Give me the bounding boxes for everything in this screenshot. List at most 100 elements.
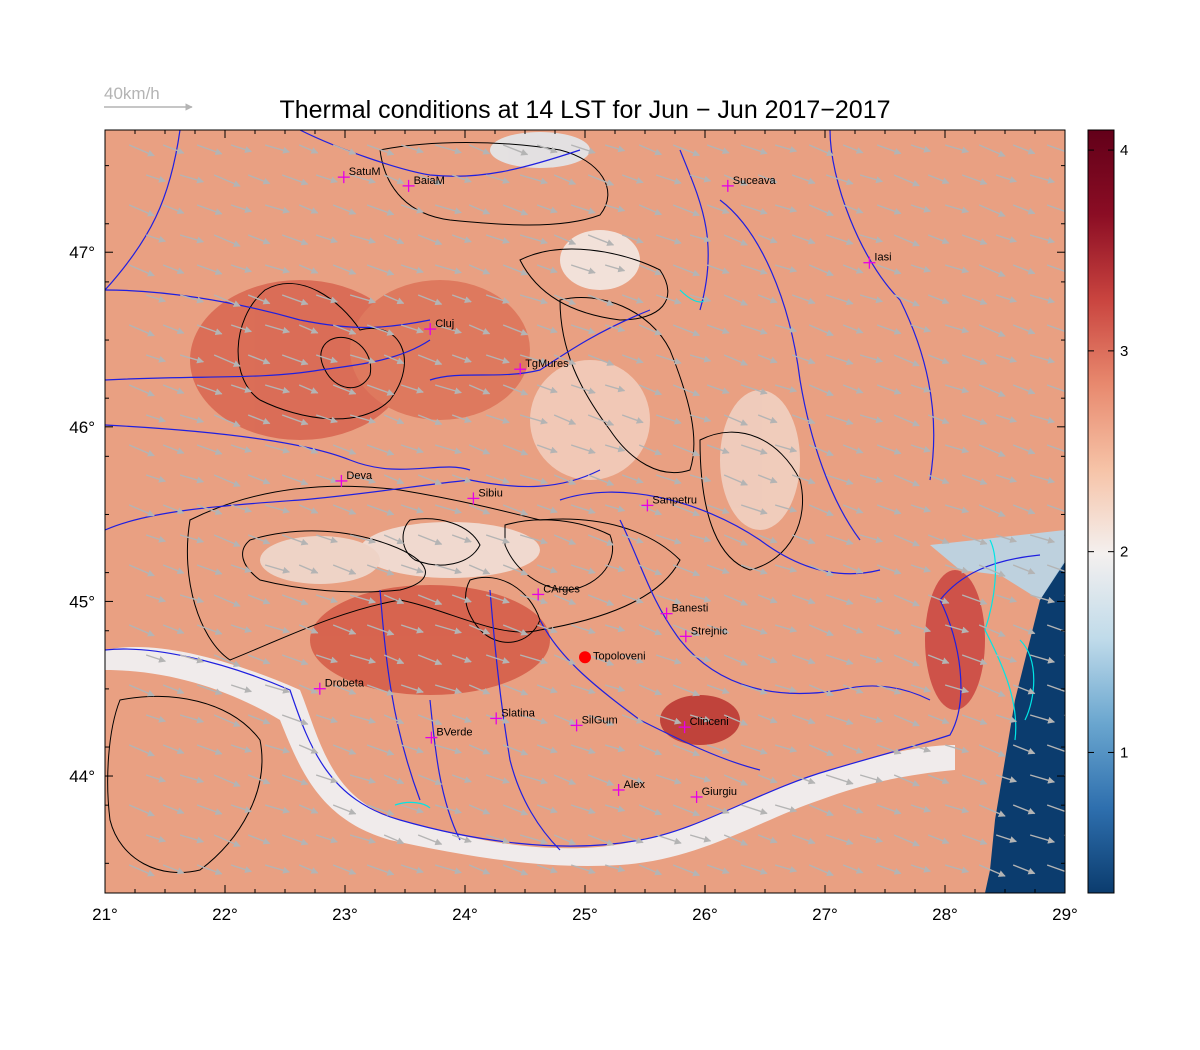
wind-arrow: [621, 594, 644, 604]
wind-arrow: [468, 264, 491, 275]
city-label: Slatina: [501, 707, 536, 719]
city-marker: Alex: [612, 779, 645, 796]
wind-arrow: [349, 774, 376, 784]
wind-arrow: [1063, 534, 1065, 537]
wind-arrow: [961, 294, 988, 306]
wind-arrow: [893, 534, 920, 547]
wind-arrow: [621, 474, 644, 484]
wind-arrow: [400, 804, 424, 814]
wind-arrow: [808, 504, 834, 517]
city-marker: Iasi: [863, 252, 892, 269]
wind-arrow: [349, 354, 376, 364]
wind-arrow: [757, 234, 778, 244]
wind-arrow: [706, 504, 730, 514]
wind-arrow: [179, 294, 205, 304]
wind-arrow: [434, 444, 462, 455]
wind-arrow: [757, 534, 778, 544]
wind-arrow: [366, 564, 395, 576]
wind-arrow: [944, 744, 970, 754]
wind-arrow: [808, 804, 834, 817]
wind-arrow: [859, 714, 884, 724]
wind-arrow: [944, 864, 970, 874]
wind-arrow: [791, 834, 816, 845]
x-tick-label: 25°: [572, 905, 598, 924]
wind-arrow: [1029, 834, 1055, 844]
wind-arrow: [638, 804, 663, 816]
wind-arrow: [774, 264, 798, 273]
wind-arrow: [349, 414, 376, 424]
wind-arrow: [145, 234, 167, 243]
wind-arrow: [672, 864, 701, 877]
wind-arrow: [638, 564, 663, 576]
wind-arrow: [978, 444, 1006, 457]
wind-arrow: [672, 204, 701, 217]
wind-arrow: [230, 144, 252, 153]
wind-arrow: [468, 564, 491, 575]
wind-arrow: [332, 684, 357, 695]
wind-arrow: [604, 444, 626, 453]
wind-arrow: [689, 174, 712, 183]
wind-arrow: [638, 624, 663, 636]
city-label: Cluj: [435, 318, 454, 330]
wind-arrow: [638, 204, 663, 216]
wind-arrow: [264, 264, 290, 274]
wind-arrow: [332, 864, 357, 875]
wind-arrow: [689, 294, 712, 303]
wind-arrow: [808, 684, 834, 697]
colorbar: 1 2 3 4: [1087, 129, 1128, 894]
wind-arrow: [145, 174, 167, 183]
wind-arrow: [893, 234, 920, 247]
wind-arrow: [383, 234, 405, 245]
wind-arrow: [570, 804, 596, 815]
wind-arrow: [536, 564, 558, 574]
wind-arrow: [247, 774, 271, 785]
wind-arrow: [740, 624, 768, 635]
wind-arrow: [978, 684, 1006, 697]
wind-arrow: [1029, 774, 1055, 784]
wind-arrow: [383, 174, 405, 185]
wind-arrow: [655, 654, 682, 665]
wind-arrow: [247, 474, 271, 485]
colorbar-ticks: 1 2 3 4: [1088, 142, 1128, 761]
wind-arrow: [910, 264, 932, 273]
wind-arrow: [502, 624, 529, 636]
wind-arrow: [842, 744, 864, 754]
wind-arrow: [213, 534, 241, 547]
wind-arrow: [689, 414, 712, 423]
wind-arrow: [179, 234, 205, 244]
wind-arrow: [910, 444, 932, 453]
wind-arrow: [349, 654, 376, 664]
wind-arrow: [893, 714, 920, 727]
wind-arrow: [230, 444, 252, 453]
wind-arrow: [519, 414, 548, 425]
wind-arrow: [570, 264, 596, 275]
wind-arrow: [995, 414, 1017, 423]
wind-arrow: [995, 834, 1017, 843]
wind-arrow: [791, 354, 816, 365]
wind-arrow: [655, 834, 682, 845]
wind-arrow: [944, 684, 970, 694]
wind-arrow: [366, 804, 395, 816]
wind-arrow: [434, 264, 462, 275]
wind-arrow: [553, 534, 577, 545]
wind-arrow: [1012, 804, 1036, 815]
wind-arrow: [400, 204, 424, 214]
wind-arrow: [774, 564, 798, 573]
wind-arrow: [179, 654, 205, 664]
wind-arrow: [451, 834, 472, 843]
wind-arrow: [706, 684, 730, 694]
wind-arrow: [281, 834, 309, 846]
wind-arrow: [1029, 174, 1055, 184]
wind-arrow: [281, 594, 309, 606]
wind-arrow: [298, 804, 319, 814]
wind-arrow: [978, 324, 1006, 337]
wind-arrow: [383, 774, 405, 785]
wind-arrow: [162, 204, 185, 215]
wind-arrow: [723, 834, 748, 846]
wind-arrow: [774, 744, 798, 753]
wind-arrow: [162, 504, 185, 515]
wind-arrow: [162, 444, 185, 455]
wind-arrow: [672, 804, 701, 817]
wind-arrow: [791, 654, 816, 665]
wind-arrow: [604, 804, 626, 813]
